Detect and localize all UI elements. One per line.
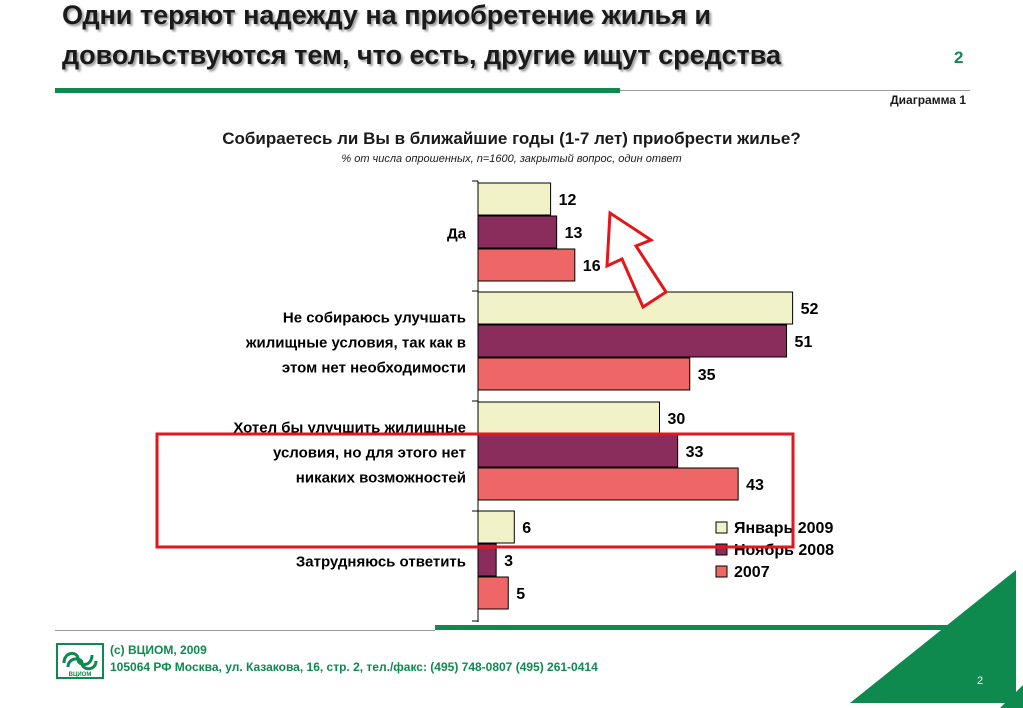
category-label: Затрудняюсь ответить	[296, 554, 466, 571]
bar-1-2	[477, 291, 794, 325]
bar-2-3	[477, 434, 679, 468]
header-rule-thin	[620, 90, 970, 91]
header-rule	[55, 88, 620, 93]
data-label: 43	[746, 477, 764, 494]
data-label: 30	[668, 411, 686, 428]
footer-rule-thin	[55, 630, 435, 631]
bar-1-4	[477, 510, 515, 544]
legend-swatch	[715, 543, 728, 556]
vciom-logo: ВЦИОМ	[56, 643, 104, 679]
legend-label: 2007	[734, 564, 770, 581]
data-label: 5	[516, 586, 525, 603]
data-label: 3	[504, 553, 513, 570]
footer-rule	[435, 625, 995, 630]
category-label: жилищные условия, так как в	[245, 335, 466, 352]
highlight-rectangle	[155, 432, 795, 549]
page-title-line-2: довольствуются тем, что есть, другие ищу…	[62, 40, 781, 70]
corner-decoration	[850, 570, 1023, 708]
category-label: Да	[447, 226, 467, 243]
category-label: Хотел бы улучшить жилищные	[233, 420, 466, 437]
bar-2-2	[477, 324, 788, 358]
bar-3-2	[477, 357, 691, 391]
data-label: 52	[801, 301, 819, 318]
bar-3-3	[477, 467, 739, 501]
category-label: никаких возможностей	[296, 470, 466, 487]
bar-3-1	[477, 248, 576, 282]
red-arrow	[605, 210, 669, 310]
chart-title: Собираетесь ли Вы в ближайшие годы (1-7 …	[222, 129, 801, 148]
legend-label: Ноябрь 2008	[734, 542, 834, 559]
legend-swatch	[715, 565, 728, 578]
data-label: 13	[565, 225, 583, 242]
category-label: условия, но для этого нет	[273, 445, 466, 462]
category-label: этом нет необходимости	[282, 360, 466, 377]
data-label: 6	[522, 520, 531, 537]
page-title-line-1: Одни теряют надежду на приобретение жиль…	[62, 0, 711, 30]
data-label: 16	[583, 258, 601, 275]
bar-2-1	[477, 215, 558, 249]
category-label: Не собираюсь улучшать	[283, 310, 466, 327]
slide-number: 2	[954, 48, 964, 67]
chart-subtitle: % от числа опрошенных, n=1600, закрытый …	[341, 153, 682, 165]
logo-text: ВЦИОМ	[69, 672, 92, 678]
page-number: 2	[977, 675, 984, 687]
footer-address: 105064 РФ Москва, ул. Казакова, 16, стр.…	[110, 660, 598, 674]
legend-label: Январь 2009	[734, 520, 833, 537]
bar-1-3	[477, 401, 660, 435]
footer-copyright: (с) ВЦИОМ, 2009	[110, 643, 207, 657]
data-label: 51	[795, 334, 813, 351]
bar-1-1	[477, 182, 552, 216]
data-label: 33	[686, 444, 704, 461]
data-label: 12	[559, 192, 577, 209]
bar-2-4	[477, 543, 497, 577]
data-label: 35	[698, 367, 716, 384]
bar-3-4	[477, 576, 509, 610]
legend-swatch	[715, 521, 728, 534]
diagram-label: Диаграмма 1	[890, 93, 966, 107]
